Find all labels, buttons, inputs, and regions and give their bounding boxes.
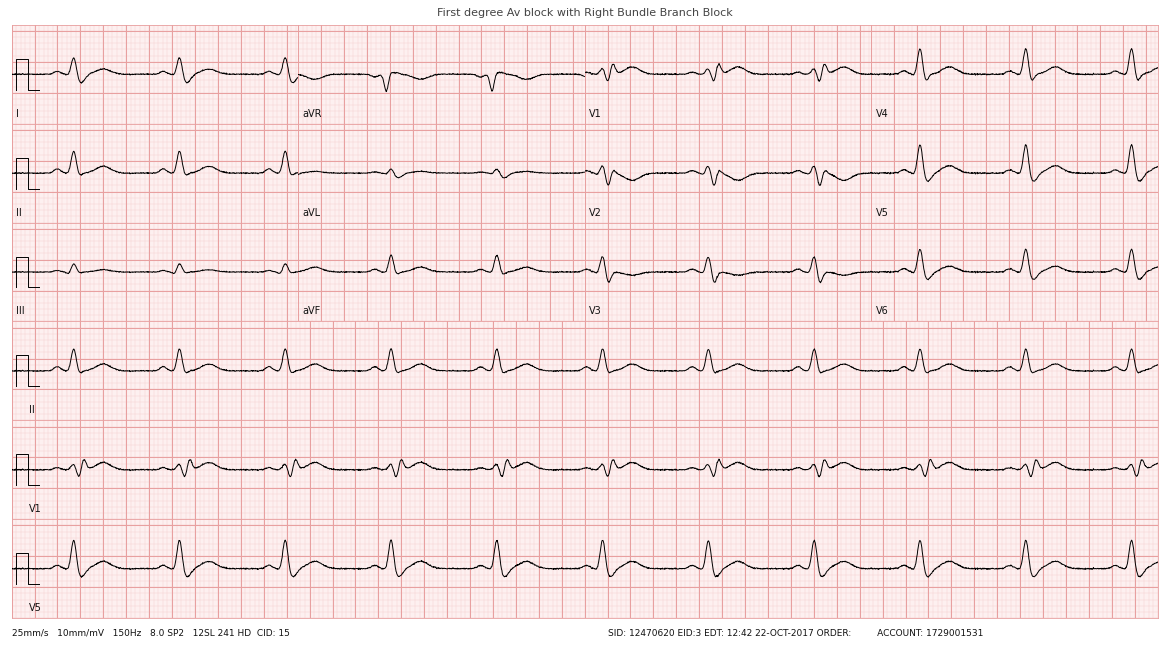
Text: aVR: aVR: [303, 109, 322, 119]
Text: aVL: aVL: [303, 207, 320, 218]
Text: V4: V4: [876, 109, 889, 119]
Text: First degree Av block with Right Bundle Branch Block: First degree Av block with Right Bundle …: [437, 8, 732, 18]
Text: 25mm/s   10mm/mV   150Hz   8.0 SP2   12SL 241 HD  CID: 15: 25mm/s 10mm/mV 150Hz 8.0 SP2 12SL 241 HD…: [12, 629, 290, 638]
Text: aVF: aVF: [303, 306, 320, 316]
Text: II: II: [29, 406, 35, 415]
Text: V2: V2: [589, 207, 602, 218]
Text: V5: V5: [876, 207, 889, 218]
Text: V1: V1: [29, 504, 42, 514]
Text: V6: V6: [876, 306, 889, 316]
Text: SID: 12470620 EID:3 EDT: 12:42 22-OCT-2017 ORDER:         ACCOUNT: 1729001531: SID: 12470620 EID:3 EDT: 12:42 22-OCT-20…: [608, 629, 983, 638]
Text: III: III: [16, 306, 24, 316]
Text: V5: V5: [29, 603, 42, 613]
Text: V1: V1: [589, 109, 602, 119]
Text: V3: V3: [589, 306, 602, 316]
Text: II: II: [16, 207, 22, 218]
Text: I: I: [16, 109, 19, 119]
